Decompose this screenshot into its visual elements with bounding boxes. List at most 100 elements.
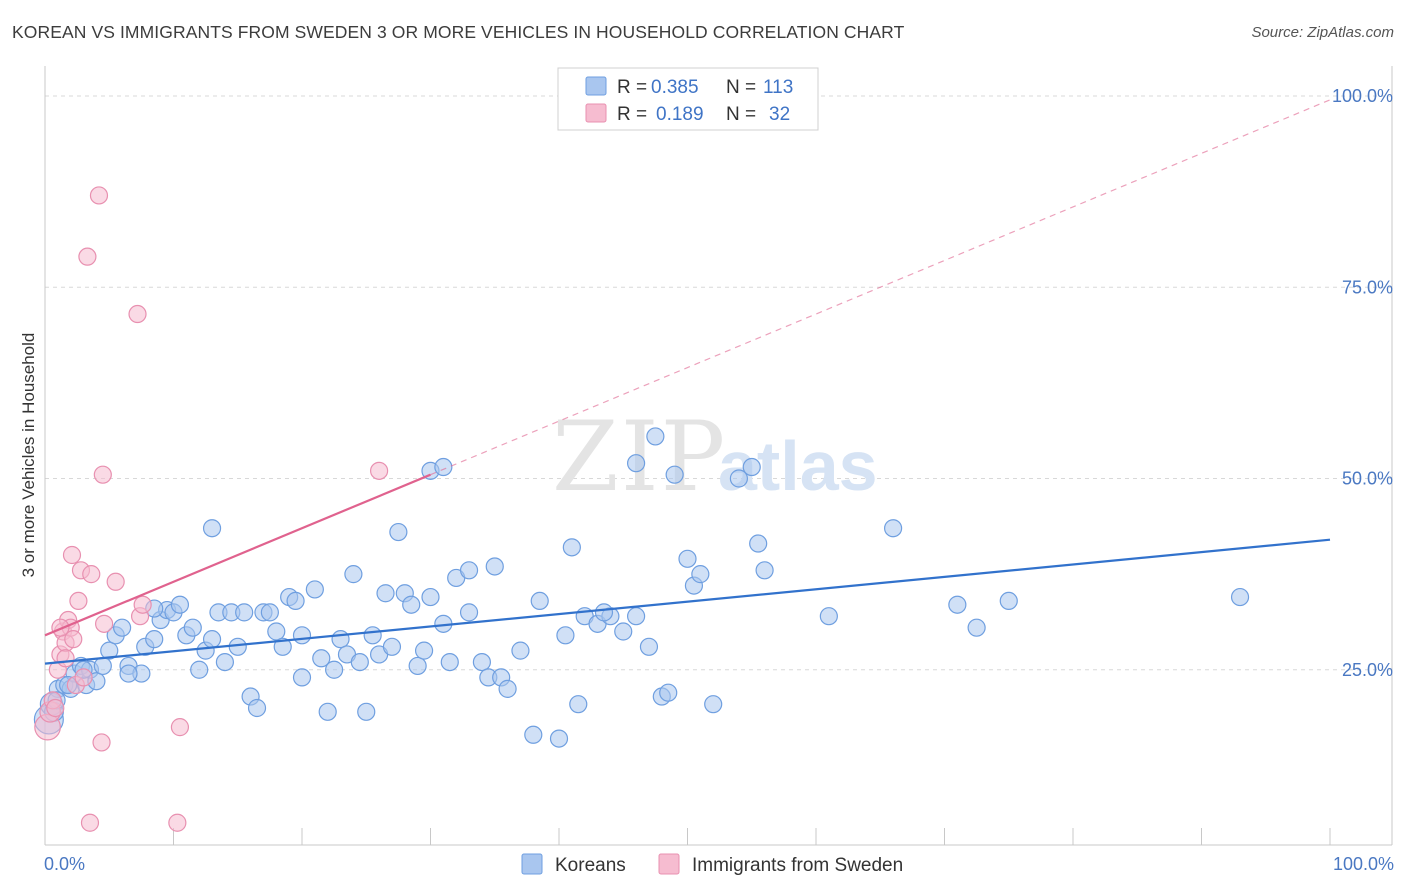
point-koreans <box>286 591 305 611</box>
point-koreans <box>440 652 459 672</box>
point-sweden <box>170 718 190 737</box>
point-sweden <box>133 595 152 614</box>
point-koreans <box>434 457 453 477</box>
bottom-legend: Koreans Immigrants from Sweden <box>521 853 903 876</box>
gridlines <box>45 95 1392 671</box>
point-koreans <box>678 549 697 568</box>
point-koreans <box>485 557 504 576</box>
point-sweden <box>80 813 100 832</box>
point-sweden <box>56 649 75 668</box>
point-koreans <box>247 698 267 718</box>
point-koreans <box>331 630 350 649</box>
point-koreans <box>1230 587 1250 607</box>
point-sweden <box>46 698 65 718</box>
y-tick-label: 100.0% <box>1332 86 1393 106</box>
series-sweden-points <box>34 186 389 832</box>
legend-r-label: R = <box>617 104 647 125</box>
point-koreans <box>626 607 646 626</box>
chart-source: Source: ZipAtlas.com <box>1251 24 1394 41</box>
bottom-legend-swatch-sweden <box>658 853 680 875</box>
legend-n-value: 113 <box>763 77 793 98</box>
point-sweden <box>106 572 125 591</box>
point-koreans <box>594 603 614 622</box>
point-koreans <box>665 465 684 484</box>
point-koreans <box>421 587 440 607</box>
point-koreans <box>819 607 838 626</box>
point-koreans <box>402 595 421 614</box>
point-koreans <box>556 626 575 645</box>
point-koreans <box>190 660 209 679</box>
point-sweden <box>370 461 389 480</box>
point-koreans <box>524 725 543 744</box>
x-tick-label: 0.0% <box>44 854 85 874</box>
point-koreans <box>183 618 202 637</box>
point-koreans <box>749 534 768 553</box>
point-sweden <box>62 545 82 565</box>
trendline-sweden <box>44 473 431 637</box>
point-koreans <box>228 637 247 656</box>
point-koreans <box>530 591 549 611</box>
point-koreans <box>498 679 517 698</box>
point-sweden <box>92 733 111 752</box>
point-koreans <box>344 565 363 584</box>
trendlines <box>44 99 1331 665</box>
point-koreans <box>967 618 986 637</box>
point-koreans <box>562 538 581 557</box>
point-sweden <box>78 247 97 266</box>
point-koreans <box>376 584 395 603</box>
point-koreans <box>755 561 774 580</box>
chart-title: KOREAN VS IMMIGRANTS FROM SWEDEN 3 OR MO… <box>12 22 905 42</box>
point-sweden <box>89 186 109 205</box>
legend-n-label: N = <box>726 77 756 98</box>
point-koreans <box>93 656 112 676</box>
legend-swatch-koreans <box>585 76 607 96</box>
point-sweden <box>168 813 187 832</box>
point-koreans <box>215 652 234 672</box>
point-sweden <box>69 591 88 611</box>
point-koreans <box>100 641 119 660</box>
point-sweden <box>51 618 70 637</box>
y-tick-label: 25.0% <box>1342 660 1393 680</box>
point-koreans <box>614 622 633 641</box>
point-koreans <box>292 626 312 645</box>
point-koreans <box>459 603 479 622</box>
point-koreans <box>273 637 292 656</box>
point-koreans <box>511 641 530 660</box>
point-sweden <box>82 565 101 584</box>
point-koreans <box>389 522 408 542</box>
tick-labels: 25.0% 50.0% 75.0% 100.0% 0.0% 100.0% <box>44 86 1394 874</box>
point-koreans <box>414 641 434 660</box>
point-koreans <box>569 695 588 714</box>
watermark: ZIP atlas <box>552 401 878 513</box>
legend-r-label: R = <box>617 77 647 98</box>
point-koreans <box>145 630 164 649</box>
x-tick-label: 100.0% <box>1333 854 1394 874</box>
point-koreans <box>363 626 382 645</box>
legend-r-value: 0.385 <box>651 77 699 98</box>
bottom-legend-label-sweden: Immigrants from Sweden <box>692 855 903 876</box>
point-koreans <box>202 519 222 538</box>
legend-n-value: 32 <box>769 104 790 125</box>
point-koreans <box>999 591 1018 611</box>
point-koreans <box>382 637 402 656</box>
trendline-koreans <box>44 538 1331 665</box>
point-koreans <box>202 630 222 649</box>
point-sweden <box>128 304 147 324</box>
point-koreans <box>112 618 132 637</box>
point-koreans <box>292 668 312 687</box>
point-koreans <box>549 729 569 748</box>
point-koreans <box>691 565 710 584</box>
point-koreans <box>305 580 324 599</box>
point-koreans <box>883 519 903 538</box>
point-koreans <box>119 664 138 683</box>
watermark-atlas: atlas <box>718 427 878 505</box>
point-sweden <box>95 614 114 633</box>
legend-box: R = 0.385 N = 113 R = 0.189 N = 32 <box>557 67 819 131</box>
point-koreans <box>742 457 761 477</box>
point-koreans <box>170 595 190 614</box>
point-koreans <box>260 603 279 622</box>
point-koreans <box>235 603 254 622</box>
point-koreans <box>357 702 376 721</box>
point-koreans <box>729 469 749 488</box>
point-koreans <box>646 427 665 446</box>
